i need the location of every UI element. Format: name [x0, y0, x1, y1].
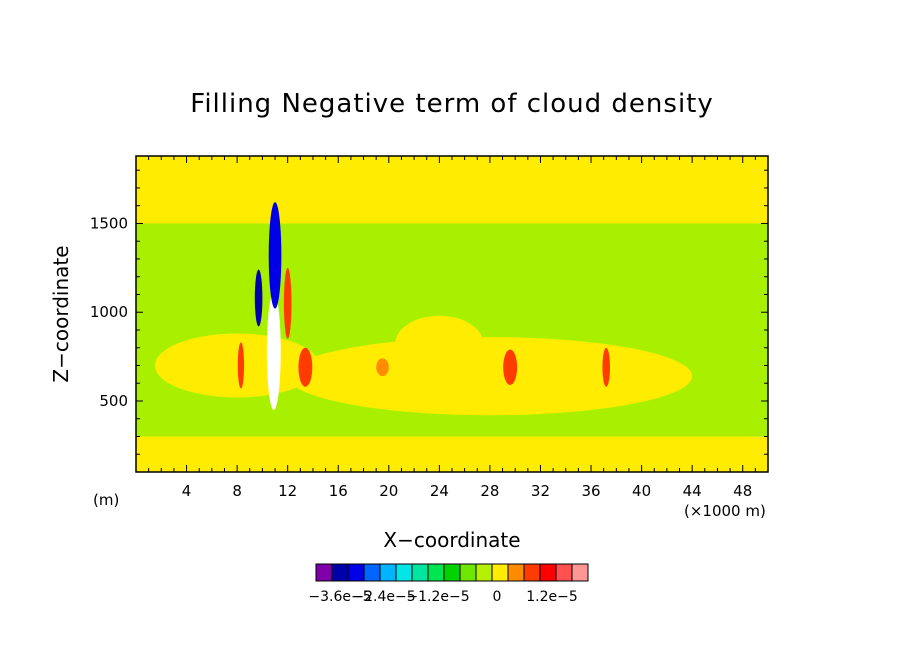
colorbar-swatch — [475, 563, 493, 582]
colorbar-label: −1.2e−5 — [406, 589, 469, 605]
colorbar-swatch — [331, 563, 349, 582]
colorbar-swatch — [571, 563, 589, 582]
plot-area — [136, 156, 768, 472]
colorbar-label: 1.2e−5 — [526, 589, 578, 605]
x-tick-label: 32 — [531, 482, 550, 500]
x-axis-label: X−coordinate — [383, 528, 520, 552]
contour-region-positive-8 — [376, 358, 389, 377]
y-axis: 500 1000 1500 — [90, 169, 768, 455]
x-tick-label: 44 — [683, 482, 702, 500]
colorbar-label: 0 — [493, 589, 502, 605]
colorbar-label: −2.4e−5 — [352, 589, 415, 605]
colorbar-swatch — [395, 563, 413, 582]
x-tick-label: 40 — [632, 482, 651, 500]
x-tick-label: 8 — [232, 482, 242, 500]
colorbar-labels: −3.6e−5−2.4e−5−1.2e−5 0 1.2e−5 — [308, 589, 577, 605]
contour-region-negative-6 — [254, 269, 263, 327]
contour-region-positive-7 — [298, 347, 313, 387]
y-tick-label: 1000 — [90, 303, 128, 321]
contour-region-zero-3 — [395, 315, 484, 373]
colorbar-swatch — [363, 563, 381, 582]
x-unit-label: (×1000 m) — [684, 502, 766, 520]
colorbar-swatch — [539, 563, 557, 582]
contour-region-positive-10 — [602, 347, 610, 387]
colorbar-swatch — [523, 563, 541, 582]
y-axis-label: Z−coordinate — [49, 245, 73, 382]
colorbar-swatch — [427, 563, 445, 582]
contour-region-positive-9 — [503, 349, 518, 386]
y-tick-label: 1500 — [90, 214, 128, 232]
colorbar-swatch — [347, 563, 365, 582]
contour-region-negative-5 — [268, 202, 282, 309]
colorbar — [315, 563, 589, 582]
y-unit-label: (m) — [93, 491, 119, 509]
x-tick-label: 24 — [430, 482, 449, 500]
x-tick-label: 4 — [182, 482, 192, 500]
contour-region-positive-11 — [237, 342, 245, 389]
contour-regions — [136, 202, 768, 437]
colorbar-label: −3.6e−5 — [308, 589, 371, 605]
x-axis: 4 8 12 16 20 24 28 32 36 40 44 48 — [148, 156, 756, 500]
x-tick-label: 16 — [329, 482, 348, 500]
x-tick-label: 20 — [379, 482, 398, 500]
contour-region-zero-2 — [287, 337, 693, 416]
chart-title: Filling Negative term of cloud density — [190, 89, 714, 119]
x-tick-label: 12 — [278, 482, 297, 500]
colorbar-swatch — [491, 563, 509, 582]
contour-region-zero-1 — [154, 333, 320, 398]
colorbar-swatch — [555, 563, 573, 582]
colorbar-swatch — [507, 563, 525, 582]
x-tick-label: 36 — [581, 482, 600, 500]
colorbar-swatch — [315, 563, 333, 582]
colorbar-swatch — [443, 563, 461, 582]
x-tick-label: 28 — [480, 482, 499, 500]
contour-region-minimum-4 — [266, 292, 281, 410]
x-tick-label: 48 — [733, 482, 752, 500]
colorbar-swatch — [411, 563, 429, 582]
colorbar-swatch — [459, 563, 477, 582]
contour-region-positive-12 — [283, 267, 292, 339]
y-tick-label: 500 — [99, 392, 128, 410]
colorbar-swatch — [379, 563, 397, 582]
